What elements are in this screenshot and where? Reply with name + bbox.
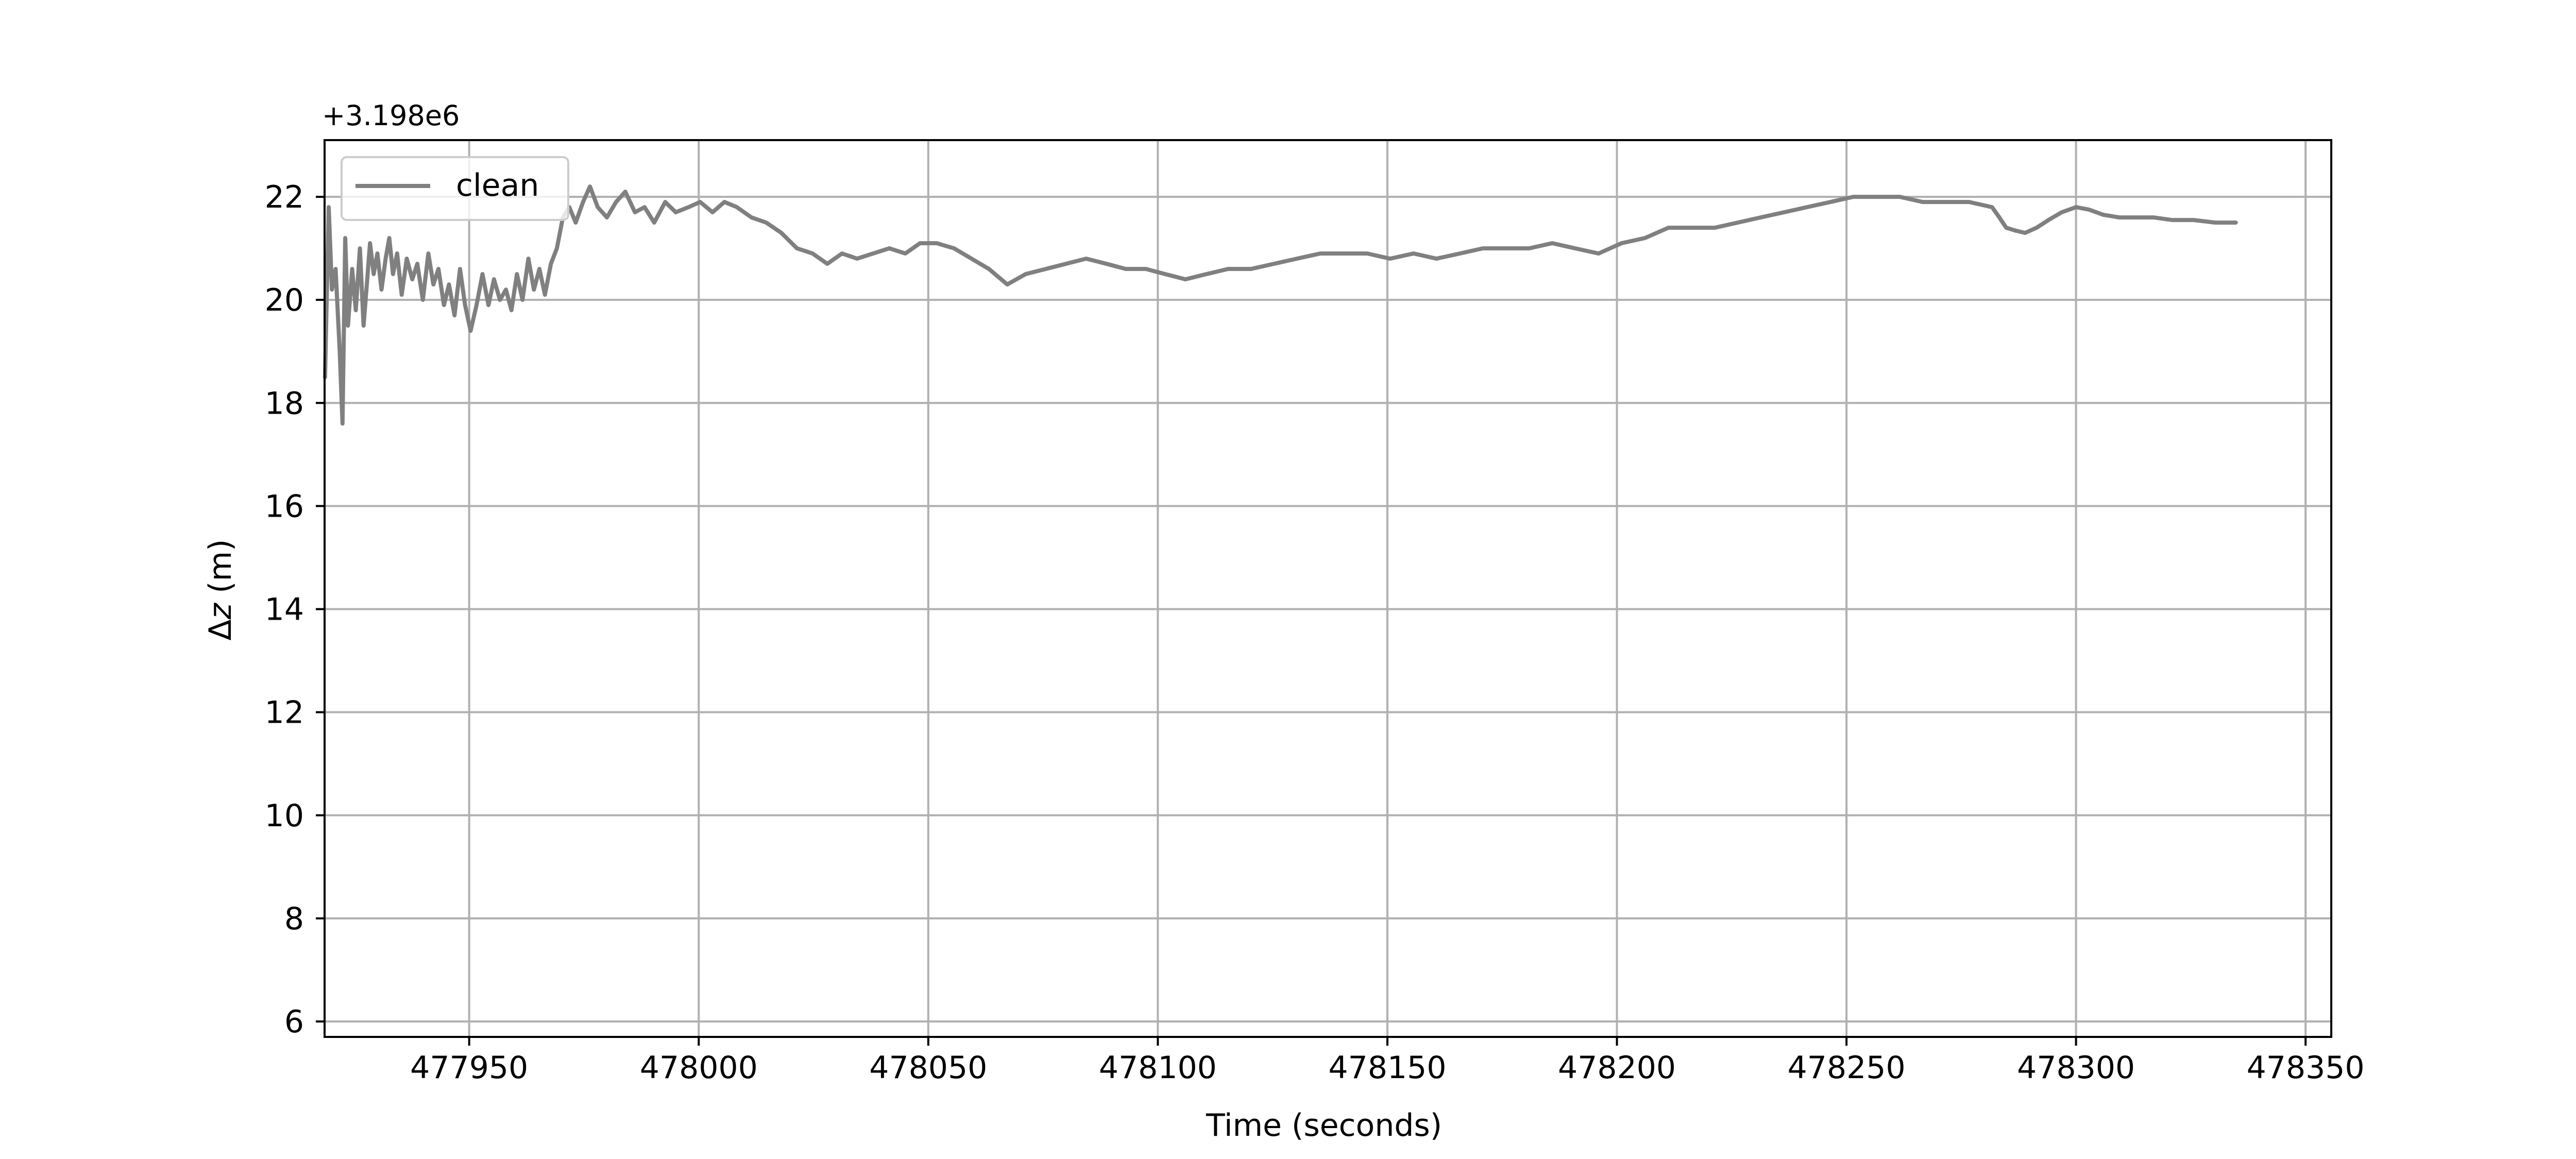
- x-axis-label: Time (seconds): [1206, 1107, 1442, 1144]
- y-tick-label: 12: [265, 695, 304, 731]
- legend-label-clean: clean: [456, 167, 539, 203]
- legend: clean: [341, 156, 569, 221]
- x-tick-label: 478000: [640, 1050, 758, 1086]
- y-tick-label: 10: [265, 798, 304, 834]
- x-tick-label: 478300: [2017, 1050, 2135, 1086]
- y-axis-label-prefix: Δ: [202, 619, 239, 640]
- x-tick-label: 478250: [1787, 1050, 1905, 1086]
- series-line-clean: [323, 184, 2238, 426]
- y-tick-label: 18: [265, 385, 304, 421]
- x-tick-label: 478200: [1558, 1050, 1676, 1086]
- y-tick-label: 22: [265, 179, 304, 215]
- x-tick-label: 477950: [410, 1050, 528, 1086]
- plot-lines: [323, 184, 2238, 426]
- y-tick-label: 6: [284, 1004, 304, 1040]
- x-tick-label: 478350: [2247, 1050, 2365, 1086]
- ticks: 477950 478000 478050 478100 478150 478200 4782…: [265, 179, 2365, 1086]
- y-tick-label: 20: [265, 282, 304, 318]
- y-tick-label: 16: [265, 488, 304, 524]
- grid: [325, 140, 2331, 1037]
- y-axis-label: Δz (m): [202, 539, 239, 641]
- y-axis-label-suffix: (m): [202, 539, 239, 603]
- y-offset-label: +3.198e6: [322, 99, 460, 132]
- y-tick-label: 8: [284, 901, 304, 937]
- y-axis-label-variable: z: [202, 602, 239, 620]
- y-tick-label: 14: [265, 592, 304, 628]
- axes-frame: [324, 139, 2332, 1038]
- x-tick-label: 478050: [869, 1050, 987, 1086]
- x-tick-label: 478150: [1328, 1050, 1446, 1086]
- x-tick-label: 478100: [1099, 1050, 1217, 1086]
- legend-box: [341, 156, 569, 221]
